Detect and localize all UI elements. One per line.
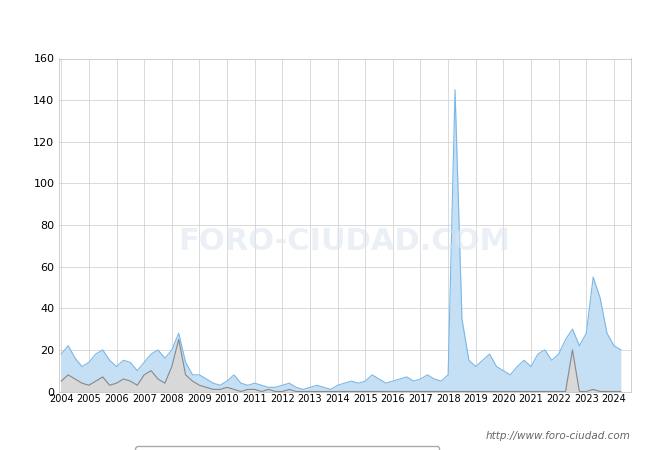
Text: FORO-CIUDAD.COM: FORO-CIUDAD.COM	[179, 227, 510, 256]
Text: http://www.foro-ciudad.com: http://www.foro-ciudad.com	[486, 431, 630, 441]
Legend: Viviendas Nuevas, Viviendas Usadas: Viviendas Nuevas, Viviendas Usadas	[135, 446, 439, 450]
Text: Cadalso de los Vidrios - Evolucion del Nº de Transacciones Inmobiliarias: Cadalso de los Vidrios - Evolucion del N…	[77, 13, 573, 27]
